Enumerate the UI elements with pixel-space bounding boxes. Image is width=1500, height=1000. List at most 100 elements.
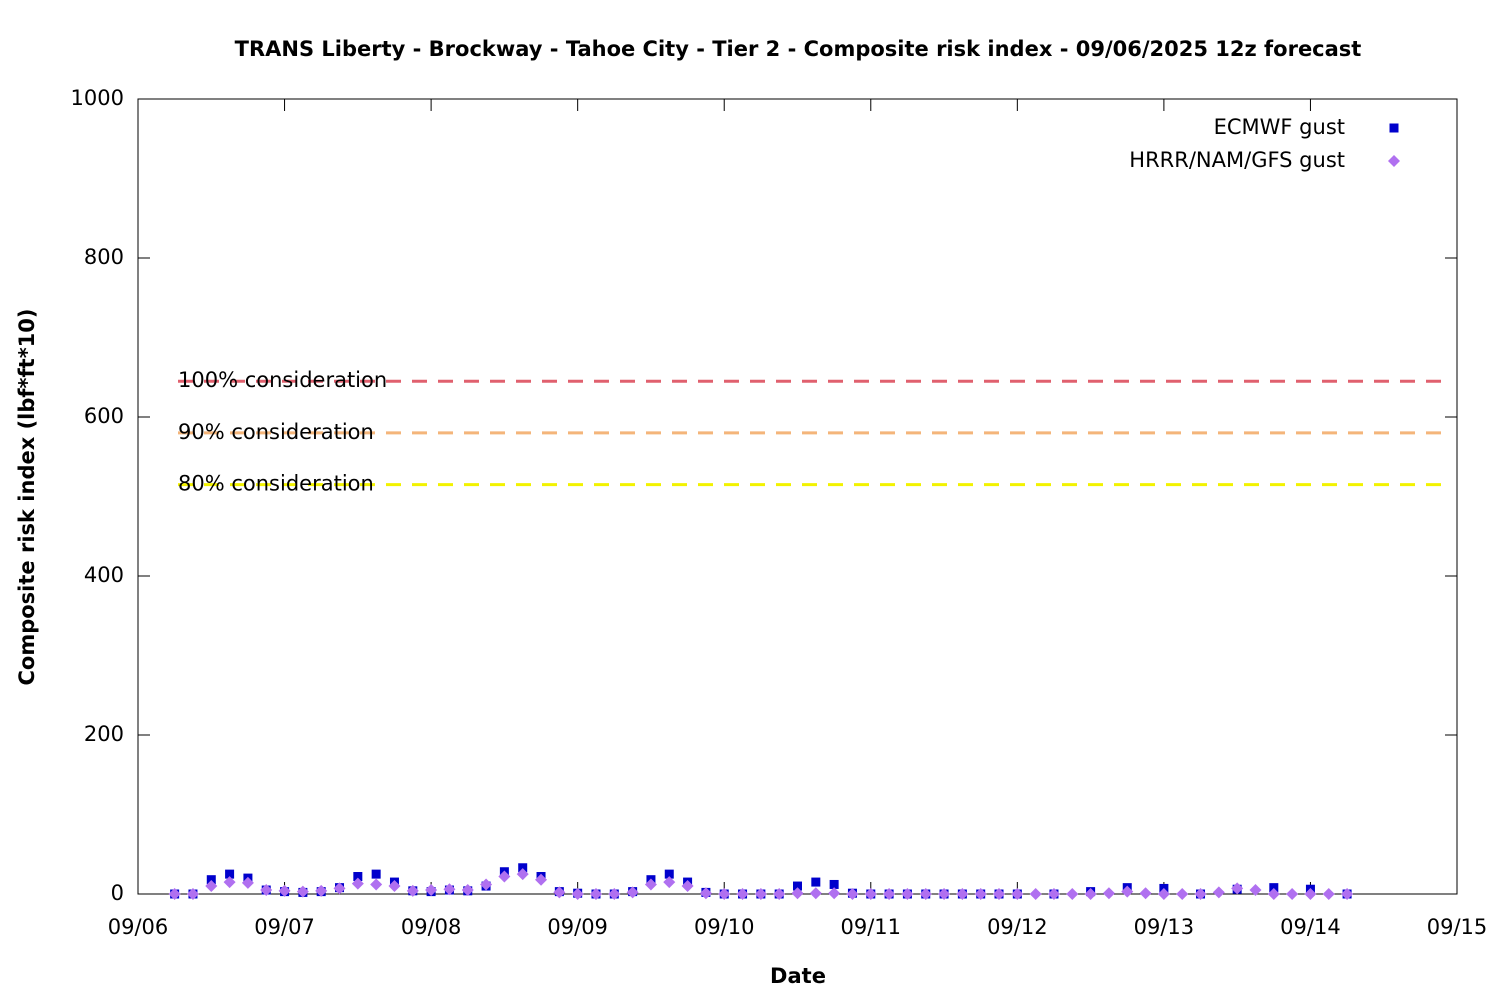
- point: [754, 888, 767, 900]
- point: [1157, 888, 1170, 900]
- point: [1047, 888, 1060, 900]
- point: [938, 888, 951, 900]
- point: [956, 888, 969, 900]
- x-tick-label: 09/11: [841, 915, 902, 939]
- point: [406, 884, 419, 897]
- point: [1304, 888, 1317, 900]
- point: [811, 877, 821, 887]
- point: [315, 884, 328, 897]
- point: [1011, 888, 1024, 900]
- point: [351, 877, 364, 890]
- point: [1269, 883, 1279, 893]
- x-tick-label: 09/07: [254, 915, 315, 939]
- point: [370, 878, 383, 891]
- point: [425, 884, 438, 897]
- point: [901, 888, 914, 900]
- point: [864, 888, 877, 900]
- legend-label: ECMWF gust: [1214, 115, 1345, 139]
- point: [1121, 885, 1134, 898]
- x-tick-label: 09/09: [547, 915, 608, 939]
- point: [1388, 155, 1400, 167]
- point: [791, 887, 804, 900]
- threshold-label: 100% consideration: [178, 368, 387, 392]
- point: [846, 888, 859, 900]
- point: [793, 881, 802, 891]
- point: [353, 872, 363, 882]
- point: [480, 878, 493, 891]
- point: [333, 882, 346, 895]
- point: [1139, 887, 1152, 900]
- x-axis-label: Date: [770, 964, 826, 988]
- x-tick-label: 09/12: [987, 915, 1048, 939]
- x-tick-label: 09/15: [1427, 915, 1488, 939]
- y-tick-label: 800: [84, 245, 124, 269]
- point: [241, 876, 254, 889]
- point: [736, 888, 749, 900]
- chart-title: TRANS Liberty - Brockway - Tahoe City - …: [235, 37, 1362, 61]
- point: [1231, 882, 1244, 895]
- x-tick-label: 09/08: [401, 915, 462, 939]
- point: [681, 880, 694, 893]
- point: [168, 888, 181, 900]
- x-tick-label: 09/06: [108, 915, 169, 939]
- x-tick-label: 09/10: [694, 915, 755, 939]
- point: [535, 873, 548, 886]
- y-tick-label: 400: [84, 563, 124, 587]
- point: [1286, 888, 1299, 900]
- legend-label: HRRR/NAM/GFS gust: [1129, 148, 1345, 172]
- point: [388, 880, 401, 893]
- point: [993, 888, 1006, 900]
- point: [644, 878, 657, 891]
- y-tick-label: 1000: [71, 86, 124, 110]
- point: [1267, 888, 1280, 900]
- threshold-label: 90% consideration: [178, 420, 374, 444]
- point: [828, 887, 841, 900]
- point: [699, 887, 712, 900]
- point: [1322, 888, 1335, 900]
- threshold-label: 80% consideration: [178, 472, 374, 496]
- point: [223, 876, 236, 889]
- point: [919, 888, 932, 900]
- point: [1066, 888, 1079, 900]
- point: [278, 884, 291, 897]
- point: [718, 888, 731, 900]
- point: [589, 888, 602, 900]
- point: [809, 887, 822, 900]
- point: [205, 880, 218, 893]
- x-tick-label: 09/13: [1134, 915, 1195, 939]
- y-tick-label: 0: [111, 881, 124, 905]
- point: [206, 875, 216, 885]
- point: [1029, 888, 1042, 900]
- point: [1341, 888, 1354, 900]
- y-tick-label: 200: [84, 722, 124, 746]
- point: [443, 883, 456, 896]
- point: [553, 886, 566, 899]
- x-tick-label: 09/14: [1280, 915, 1341, 939]
- point: [1249, 884, 1262, 897]
- point: [829, 879, 839, 889]
- point: [1212, 886, 1225, 899]
- point: [664, 869, 674, 879]
- point: [1102, 887, 1115, 900]
- point: [608, 888, 621, 900]
- point: [260, 884, 273, 897]
- point: [225, 869, 235, 879]
- point: [296, 885, 309, 898]
- y-axis-label: Composite risk index (lbf*ft*10): [15, 308, 39, 685]
- point: [626, 886, 639, 899]
- point: [883, 888, 896, 900]
- point: [1176, 888, 1189, 900]
- point: [1084, 888, 1097, 900]
- point: [571, 888, 584, 900]
- point: [1389, 123, 1399, 133]
- point: [974, 888, 987, 900]
- point: [516, 868, 529, 881]
- point: [498, 870, 511, 883]
- point: [1194, 888, 1207, 900]
- point: [663, 876, 676, 889]
- y-tick-label: 600: [84, 404, 124, 428]
- point: [461, 884, 474, 897]
- point: [518, 863, 528, 873]
